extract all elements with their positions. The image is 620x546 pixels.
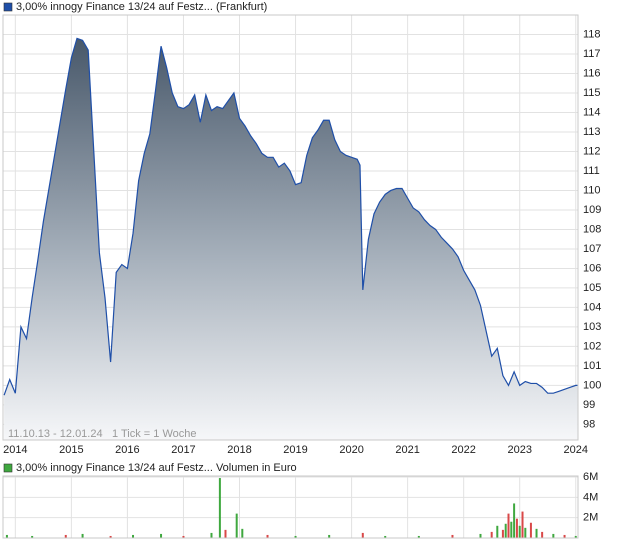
volume-bar — [479, 533, 482, 538]
volume-bar — [235, 513, 238, 538]
y-tick-label: 117 — [583, 48, 601, 60]
legend-swatch — [3, 463, 13, 473]
legend-label: 3,00% innogy Finance 13/24 auf Festz... … — [16, 462, 297, 474]
volume-bar — [224, 529, 227, 538]
volume-bar — [210, 532, 213, 538]
y-tick-label: 106 — [583, 262, 601, 274]
volume-bar — [535, 528, 538, 538]
volume-bar — [490, 531, 493, 538]
legend-label: 3,00% innogy Finance 13/24 auf Festz... … — [16, 1, 267, 13]
volume-bar — [64, 534, 67, 538]
x-tick-label: 2024 — [564, 444, 588, 456]
volume-bar — [574, 535, 577, 538]
y-tick-label: 108 — [583, 223, 601, 235]
legend-swatch — [3, 2, 13, 12]
x-tick-label: 2019 — [283, 444, 307, 456]
volume-bar — [328, 534, 331, 538]
volume-bar — [218, 478, 221, 538]
y-tick-label: 111 — [583, 165, 600, 177]
y-tick-label: 103 — [583, 321, 601, 333]
volume-bar — [294, 535, 297, 538]
y-tick-label: 107 — [583, 243, 601, 255]
y-tick-label: 101 — [583, 360, 601, 372]
price-line — [3, 37, 578, 396]
y-tick-label: 109 — [583, 204, 601, 216]
volume-bar — [524, 527, 527, 538]
x-tick-label: 2023 — [507, 444, 531, 456]
y-tick-label: 2M — [583, 512, 598, 524]
volume-bar — [109, 535, 112, 538]
volume-bar — [529, 522, 532, 538]
volume-bar — [507, 513, 510, 538]
volume-bar — [504, 523, 507, 538]
x-tick-label: 2014 — [3, 444, 27, 456]
y-tick-label: 114 — [583, 106, 601, 118]
plot-border — [2, 14, 579, 441]
date-range-note: 11.10.13 - 12.01.24 — [8, 428, 103, 440]
plot-border — [2, 475, 579, 539]
x-tick-label: 2015 — [59, 444, 83, 456]
volume-bar — [182, 535, 185, 538]
volume-bar — [518, 525, 521, 538]
volume-bar — [266, 534, 269, 538]
volume-bar — [451, 534, 454, 538]
y-tick-label: 118 — [583, 28, 601, 40]
plot-frame — [2, 475, 579, 539]
tick-note: 1 Tick = 1 Woche — [112, 428, 196, 440]
y-tick-label: 98 — [583, 418, 595, 430]
y-tick-label: 105 — [583, 282, 601, 294]
y-tick-label: 112 — [583, 145, 601, 157]
x-tick-label: 2020 — [339, 444, 363, 456]
x-tick-label: 2018 — [227, 444, 251, 456]
volume-bar — [384, 535, 387, 538]
volume-bar — [552, 533, 555, 538]
volume-bar — [501, 529, 504, 538]
volume-bar — [513, 503, 516, 538]
volume-bar — [5, 534, 8, 538]
y-tick-label: 99 — [583, 399, 595, 411]
volume-bar — [496, 525, 499, 538]
y-tick-label: 113 — [583, 126, 601, 138]
x-tick-label: 2021 — [395, 444, 419, 456]
y-tick-label: 100 — [583, 379, 601, 391]
y-tick-label: 102 — [583, 340, 601, 352]
volume-bar — [31, 535, 34, 538]
volume-bar — [132, 534, 135, 538]
y-tick-label: 116 — [583, 67, 601, 79]
x-tick-label: 2016 — [115, 444, 139, 456]
volume-bar — [160, 533, 163, 538]
y-tick-label: 115 — [583, 87, 601, 99]
y-tick-label: 110 — [583, 184, 601, 196]
volume-bar — [521, 511, 524, 538]
volume-bar — [510, 521, 513, 538]
area — [4, 38, 578, 440]
y-tick-label: 6M — [583, 471, 598, 483]
volume-bar — [541, 531, 544, 538]
x-tick-label: 2022 — [451, 444, 475, 456]
volume-bar — [515, 518, 518, 538]
x-tick-label: 2017 — [171, 444, 195, 456]
volume-bar — [241, 528, 244, 538]
y-tick-label: 104 — [583, 301, 601, 313]
volume-bar — [361, 532, 364, 538]
volume-bar — [81, 533, 84, 538]
y-tick-label: 4M — [583, 491, 598, 503]
volume-bar — [417, 535, 420, 538]
volume-bar — [563, 534, 566, 538]
